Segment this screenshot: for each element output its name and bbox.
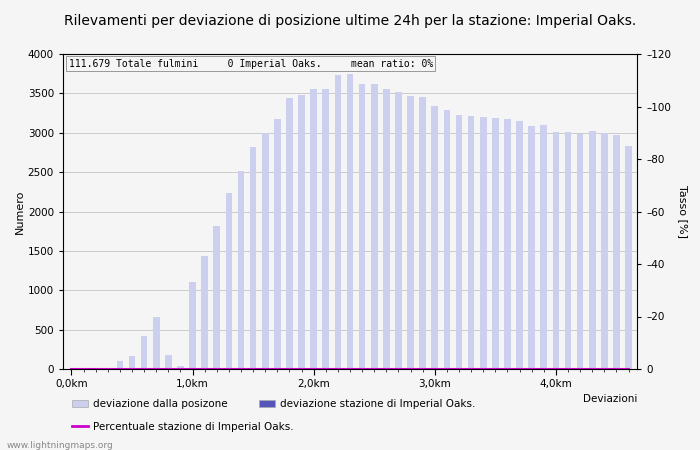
Bar [238, 171, 244, 369]
Bar [346, 75, 354, 369]
Bar [153, 317, 160, 369]
Bar [431, 106, 438, 369]
Bar [444, 110, 450, 369]
Text: www.lightningmaps.org: www.lightningmaps.org [7, 441, 113, 450]
Bar [407, 96, 414, 369]
Bar [565, 132, 571, 369]
Bar [92, 368, 99, 369]
Bar [202, 256, 208, 369]
Bar [225, 193, 232, 369]
Bar [371, 84, 377, 369]
Bar [395, 92, 402, 369]
Bar [177, 366, 184, 369]
Bar [552, 132, 559, 369]
Text: 111.679 Totale fulmini     0 Imperial Oaks.     mean ratio: 0%: 111.679 Totale fulmini 0 Imperial Oaks. … [69, 59, 433, 69]
Legend: deviazione dalla posizone, deviazione stazione di Imperial Oaks.: deviazione dalla posizone, deviazione st… [68, 395, 480, 413]
Bar [504, 119, 511, 369]
Bar [613, 135, 620, 369]
Legend: Percentuale stazione di Imperial Oaks.: Percentuale stazione di Imperial Oaks. [68, 418, 298, 436]
Bar [577, 134, 583, 369]
Bar [492, 118, 498, 369]
Bar [129, 356, 135, 369]
Bar [359, 84, 365, 369]
Bar [141, 336, 148, 369]
Bar [310, 90, 317, 369]
Y-axis label: Tasso [%]: Tasso [%] [678, 185, 687, 238]
Text: Rilevamenti per deviazione di posizione ultime 24h per la stazione: Imperial Oak: Rilevamenti per deviazione di posizione … [64, 14, 636, 27]
Bar [528, 126, 535, 369]
Text: Deviazioni: Deviazioni [582, 394, 637, 404]
Bar [419, 97, 426, 369]
Bar [214, 226, 220, 369]
Bar [625, 146, 632, 369]
Bar [516, 121, 523, 369]
Bar [286, 98, 293, 369]
Bar [117, 361, 123, 369]
Bar [189, 283, 196, 369]
Bar [480, 117, 486, 369]
Bar [165, 355, 172, 369]
Bar [383, 89, 390, 369]
Bar [274, 119, 281, 369]
Bar [298, 95, 305, 369]
Bar [250, 147, 256, 369]
Bar [589, 131, 596, 369]
Bar [323, 89, 329, 369]
Y-axis label: Numero: Numero [15, 189, 25, 234]
Bar [601, 133, 608, 369]
Bar [335, 75, 341, 369]
Bar [262, 133, 269, 369]
Bar [468, 116, 475, 369]
Bar [456, 116, 462, 369]
Bar [540, 125, 547, 369]
